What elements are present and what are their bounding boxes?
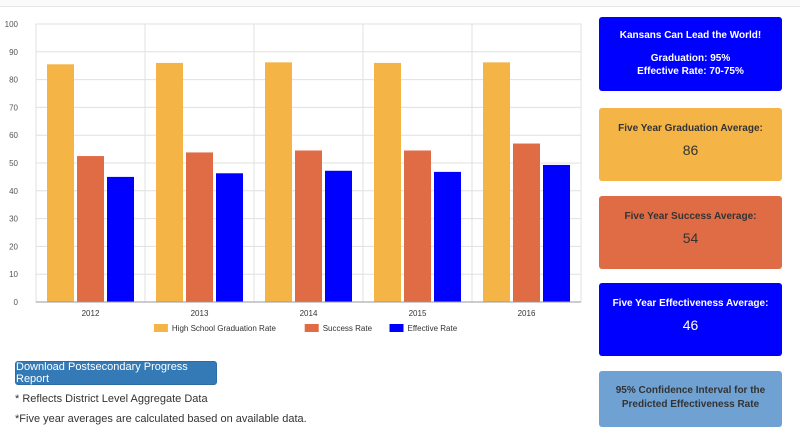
- bar-2013-1: [186, 152, 213, 302]
- x-tick-label: 2013: [191, 309, 209, 318]
- effectiveness-average-title: Five Year Effectiveness Average:: [612, 298, 769, 309]
- bar-2013-2: [216, 173, 243, 302]
- y-tick-label: 40: [9, 187, 18, 196]
- note-five-year-averages: *Five year averages are calculated based…: [15, 413, 307, 425]
- graduation-average-value: 86: [682, 142, 699, 158]
- bar-chart: 0 10 20 30 40 50 60 70 80 90 100 2012 2013 2014 2015 20…: [5, 20, 582, 333]
- bar-2015-0: [374, 62, 401, 302]
- x-tick-label: 2014: [300, 309, 318, 318]
- legend-swatch-2: [389, 324, 404, 332]
- top-border: [0, 0, 800, 7]
- effectiveness-average-card: Five Year Effectiveness Average: 46: [599, 283, 782, 356]
- confidence-interval-title: 95% Confidence Interval for the Predicte…: [615, 385, 766, 410]
- note-aggregate-data: * Reflects District Level Aggregate Data: [15, 393, 208, 405]
- legend-label-0: High School Graduation Rate: [172, 324, 277, 333]
- bar-2016-1: [513, 143, 540, 302]
- x-tick-label: 2016: [518, 309, 536, 318]
- x-tick-label: 2015: [409, 309, 427, 318]
- y-tick-label: 70: [9, 103, 18, 112]
- graduation-average-card: Five Year Graduation Average: 86: [599, 108, 782, 181]
- goal-effective-rate: Effective Rate: 70-75%: [637, 66, 744, 77]
- goal-card: Kansans Can Lead the World! Graduation: …: [599, 17, 782, 91]
- bar-2014-1: [295, 150, 322, 302]
- legend-label-1: Success Rate: [323, 324, 373, 333]
- bar-2015-2: [434, 171, 461, 302]
- y-tick-label: 10: [9, 270, 18, 279]
- goal-graduation: Graduation: 95%: [650, 53, 731, 64]
- y-tick-label: 80: [9, 76, 18, 85]
- x-tick-label: 2012: [82, 309, 100, 318]
- confidence-interval-card: 95% Confidence Interval for the Predicte…: [599, 371, 782, 427]
- success-average-card: Five Year Success Average: 54: [599, 196, 782, 269]
- bar-2014-2: [325, 170, 352, 302]
- graduation-average-title: Five Year Graduation Average:: [618, 123, 763, 134]
- y-tick-label: 100: [5, 20, 19, 29]
- goal-card-title: Kansans Can Lead the World!: [619, 30, 762, 41]
- y-tick-label: 30: [9, 215, 18, 224]
- bar-2012-1: [77, 156, 104, 302]
- success-average-value: 54: [682, 230, 699, 246]
- legend-swatch-1: [304, 324, 319, 332]
- effectiveness-average-value: 46: [682, 317, 699, 333]
- y-tick-label: 0: [14, 298, 19, 307]
- y-tick-label: 60: [9, 131, 18, 140]
- bar-2015-1: [404, 150, 431, 302]
- bar-2014-0: [265, 62, 292, 302]
- bar-2012-0: [47, 64, 74, 302]
- bar-2016-0: [483, 62, 510, 302]
- legend-label-2: Effective Rate: [408, 324, 458, 333]
- y-tick-label: 20: [9, 242, 18, 251]
- legend-swatch-0: [153, 324, 168, 332]
- bar-2012-2: [107, 176, 134, 302]
- bar-2013-0: [156, 62, 183, 302]
- y-tick-label: 50: [9, 159, 18, 168]
- y-tick-label: 90: [9, 48, 18, 57]
- success-average-title: Five Year Success Average:: [624, 211, 757, 222]
- bar-2016-2: [543, 164, 570, 302]
- download-report-button[interactable]: Download Postsecondary Progress Report: [15, 361, 217, 385]
